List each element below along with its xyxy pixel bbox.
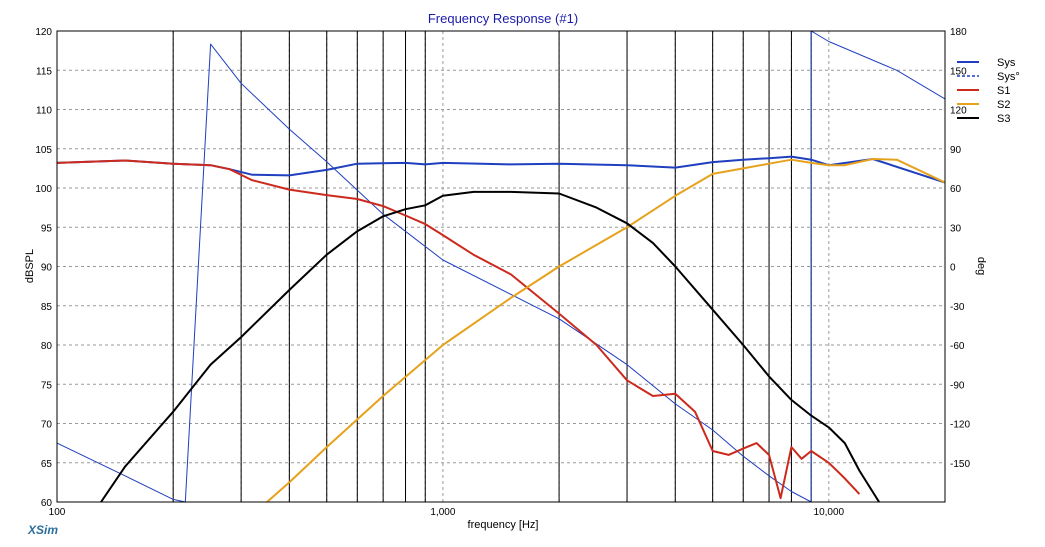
y2-tick-label: 90: [950, 145, 962, 156]
series-layer: [57, 31, 945, 502]
y2-tick-label: -60: [950, 341, 965, 352]
y-tick-label: 80: [41, 341, 53, 352]
legend-label: S3: [997, 113, 1010, 125]
series-line-s2: [266, 158, 945, 502]
legend-label: Sys: [997, 57, 1016, 69]
y2-tick-label: -90: [950, 380, 965, 391]
y2-tick-label: 60: [950, 184, 962, 195]
tick-labels: 100 1,000 10,000 60 65 70 75 80 85 90 95 100 105 110 1…: [35, 27, 970, 518]
legend: Sys Sys° S1 S2 S3: [957, 57, 1020, 125]
grid-layer: [56, 30, 946, 503]
y-tick-label: 100: [35, 184, 52, 195]
plot-frame: [56, 30, 946, 503]
legend-label: S1: [997, 85, 1010, 97]
x-tick-label: 100: [49, 507, 66, 518]
x-axis-label: frequency [Hz]: [468, 519, 539, 531]
legend-label: Sys°: [997, 71, 1020, 83]
x-tick-label: 10,000: [814, 507, 845, 518]
series-line-sys: [57, 155, 945, 184]
y2-axis-label: deg: [975, 257, 987, 275]
y-tick-label: 110: [36, 106, 52, 117]
y2-tick-label: 150: [950, 66, 967, 77]
y2-tick-label: -120: [950, 420, 970, 431]
series-line-s3: [100, 190, 880, 502]
y2-tick-label: 120: [950, 106, 967, 117]
y-tick-label: 95: [41, 223, 53, 234]
y-axis-label: dBSPL: [24, 249, 36, 283]
y-tick-label: 70: [41, 420, 53, 431]
y-tick-label: 85: [41, 302, 53, 313]
chart-title: Frequency Response (#1): [428, 11, 578, 26]
legend-label: S2: [997, 99, 1010, 111]
y-tick-label: 90: [41, 263, 53, 274]
y-tick-label: 60: [41, 498, 53, 509]
y-tick-label: 75: [41, 380, 53, 391]
y2-tick-label: -30: [950, 302, 965, 313]
y-tick-label: 115: [36, 66, 52, 77]
y2-tick-label: 180: [950, 27, 967, 38]
y-tick-label: 105: [35, 145, 52, 156]
x-tick-label: 1,000: [430, 507, 455, 518]
series-line-s1: [57, 159, 861, 500]
y2-tick-label: 30: [950, 223, 962, 234]
y-tick-label: 65: [41, 459, 53, 470]
y-tick-label: 120: [35, 27, 52, 38]
brand-logo: XSim: [27, 523, 58, 537]
y2-tick-label: 0: [950, 263, 956, 274]
y2-tick-label: -150: [950, 459, 970, 470]
